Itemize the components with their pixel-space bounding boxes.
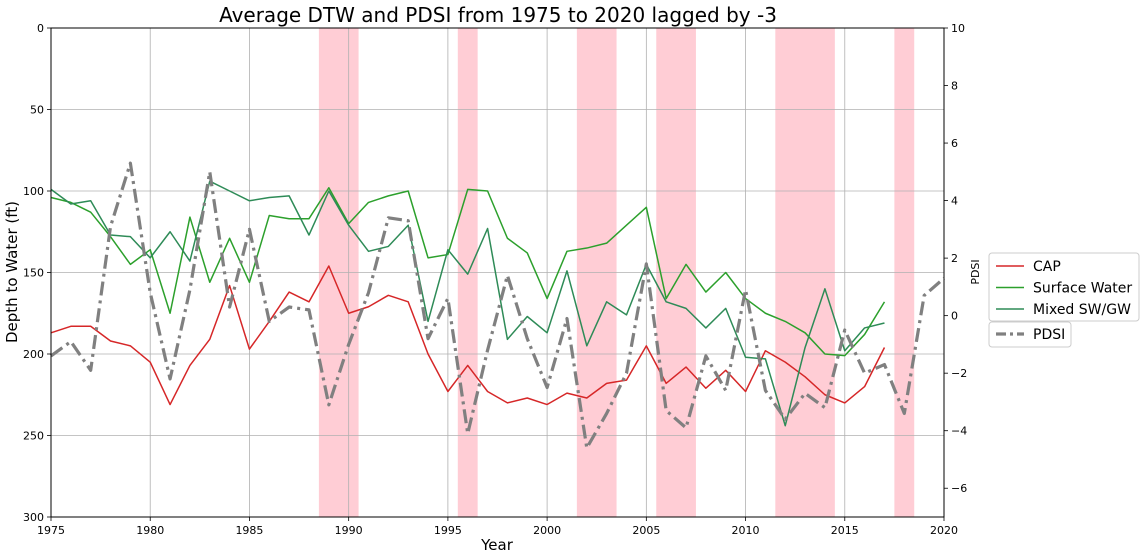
legend-box-secondary	[988, 321, 1072, 348]
y-tick-label: 100	[23, 185, 44, 198]
y2-tick-label: 10	[951, 22, 965, 35]
legend-label: Surface Water	[1033, 281, 1132, 297]
y-tick-label: 300	[23, 511, 44, 524]
x-tick-label: 2015	[831, 524, 859, 537]
x-tick-label: 2000	[533, 524, 561, 537]
y2-tick-label: 6	[951, 137, 958, 150]
y2-tick-label: 2	[951, 252, 958, 265]
x-tick-label: 1995	[434, 524, 462, 537]
y2-tick-label: −6	[951, 482, 967, 495]
x-tick-label: 1980	[136, 524, 164, 537]
y2-tick-label: 0	[951, 310, 958, 323]
y-tick-label: 50	[30, 104, 44, 117]
legend-label: CAP	[1033, 259, 1061, 275]
y2-tick-label: −2	[951, 367, 967, 380]
legend-box-primary	[988, 252, 1140, 322]
y-tick-label: 0	[37, 22, 44, 35]
series-lines	[50, 161, 946, 450]
series-line-mixed-sw-gw	[50, 180, 885, 427]
series-line-pdsi	[50, 161, 946, 450]
legend-label: PDSI	[1033, 327, 1065, 343]
y2-tick-label: −4	[951, 425, 967, 438]
y2-axis-ticks: −6 −4 −2 0 2 4 6 8 10	[944, 22, 967, 495]
series-line-cap	[50, 265, 886, 406]
chart-title: Average DTW and PDSI from 1975 to 2020 l…	[219, 3, 777, 27]
x-tick-label: 2010	[732, 524, 760, 537]
y-tick-label: 250	[23, 430, 44, 443]
x-tick-label: 2020	[930, 524, 958, 537]
y-tick-label: 200	[23, 348, 44, 361]
x-axis-label: Year	[480, 536, 514, 554]
x-tick-label: 1985	[235, 524, 263, 537]
y-tick-label: 150	[23, 267, 44, 280]
y2-tick-label: 4	[951, 195, 958, 208]
x-tick-label: 1990	[335, 524, 363, 537]
y2-axis-label: PDSI	[969, 259, 982, 284]
x-tick-label: 2005	[632, 524, 660, 537]
legend-label: Mixed SW/GW	[1033, 302, 1131, 318]
y-axis-label: Depth to Water (ft)	[3, 201, 21, 343]
legend: CAP Surface Water Mixed SW/GW PDSI	[988, 252, 1140, 348]
x-tick-label: 1975	[37, 524, 65, 537]
y2-tick-label: 8	[951, 80, 958, 93]
x-axis-ticks: 1975 1980 1985 1990 1995 2000 2005 2010 2015 2020	[37, 517, 958, 537]
y-axis-ticks: 0 50 100 150 200 250 300	[23, 22, 51, 524]
series-line-surface-water	[50, 186, 886, 357]
